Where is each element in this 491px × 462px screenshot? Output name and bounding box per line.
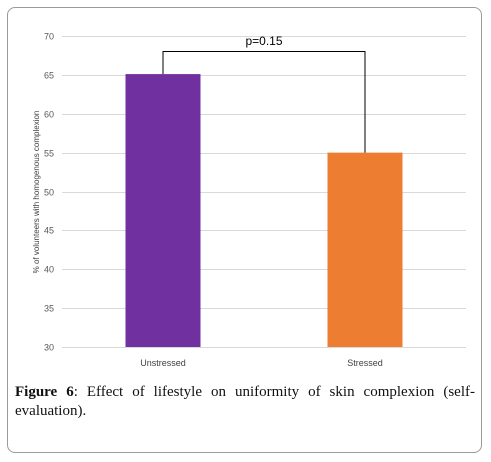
x-category-labels: Unstressed Stressed: [140, 358, 383, 368]
y-tick-label: 50: [44, 188, 54, 198]
y-tick-label: 70: [44, 32, 54, 42]
significance-bracket: p=0.15: [162, 34, 366, 153]
figure-caption: Figure 6: Effect of lifestyle on uniform…: [15, 383, 475, 421]
y-tick-label: 55: [44, 149, 54, 159]
y-tick-label: 35: [44, 304, 54, 314]
bar-chart: 30 35 40 45 50 55 60 65 70 Unstressed Stressed p=…: [32, 32, 466, 368]
x-category-label: Unstressed: [140, 358, 186, 368]
x-category-label: Stressed: [347, 358, 383, 368]
bars: [125, 74, 403, 347]
bar-unstressed: [125, 74, 201, 347]
y-tick-label: 30: [44, 343, 54, 353]
y-tick-label: 40: [44, 265, 54, 275]
bar-stressed: [327, 152, 403, 347]
y-axis-label: % of volunteers with homogenous complexi…: [32, 111, 41, 274]
bracket-line: [162, 51, 366, 153]
y-tick-label: 60: [44, 110, 54, 120]
caption-text: : Effect of lifestyle on uniformity of s…: [15, 384, 475, 419]
y-tick-label: 45: [44, 226, 54, 236]
y-tick-label: 65: [44, 71, 54, 81]
y-tick-labels: 30 35 40 45 50 55 60 65 70: [44, 32, 54, 353]
gridlines: [62, 36, 466, 348]
caption-label: Figure 6: [15, 384, 74, 400]
p-value-label: p=0.15: [245, 34, 282, 48]
